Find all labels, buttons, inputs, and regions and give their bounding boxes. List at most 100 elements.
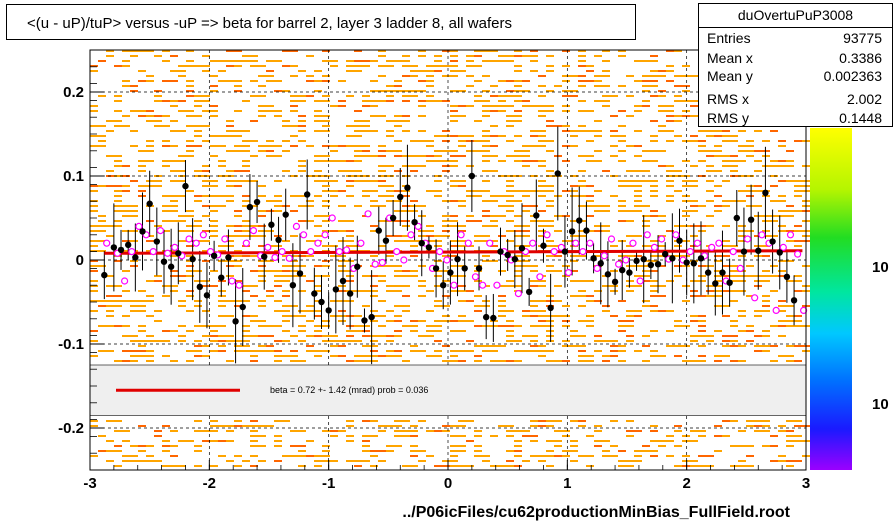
heatmap-cell <box>754 315 762 317</box>
heatmap-cell <box>322 120 330 122</box>
heatmap-cell <box>90 270 98 272</box>
heatmap-cell <box>706 200 714 202</box>
heatmap-cell <box>618 465 626 467</box>
heatmap-cell <box>322 200 330 202</box>
heatmap-cell <box>498 95 506 97</box>
heatmap-cell <box>290 455 298 457</box>
heatmap-cell <box>394 290 402 292</box>
heatmap-cell <box>234 345 242 347</box>
data-point <box>382 237 390 244</box>
heatmap-cell <box>346 240 354 242</box>
heatmap-cell <box>330 160 338 162</box>
heatmap-cell <box>666 115 674 117</box>
heatmap-cell <box>250 285 258 287</box>
heatmap-cell <box>282 290 290 292</box>
heatmap-cell <box>698 275 706 277</box>
heatmap-cell <box>466 55 474 57</box>
heatmap-cell <box>698 145 706 147</box>
heatmap-cell <box>154 280 162 282</box>
heatmap-cell <box>778 460 786 462</box>
data-point <box>124 241 132 249</box>
data-point-open <box>185 235 193 243</box>
heatmap-cell <box>114 210 122 212</box>
heatmap-cell <box>770 265 778 267</box>
heatmap-cell <box>666 65 674 67</box>
heatmap-cell <box>554 230 562 232</box>
heatmap-cell <box>610 350 618 352</box>
data-point <box>368 313 375 321</box>
heatmap-cell <box>394 60 402 62</box>
data-point <box>167 263 175 270</box>
data-point <box>597 260 604 267</box>
heatmap-cell <box>274 340 282 342</box>
heatmap-cell <box>530 70 538 72</box>
heatmap-cell <box>650 425 658 427</box>
heatmap-cell <box>298 340 306 342</box>
heatmap-cell <box>738 290 746 292</box>
heatmap-cell <box>226 460 234 462</box>
heatmap-cell <box>258 305 266 307</box>
heatmap-cell <box>514 230 522 232</box>
heatmap-cell <box>186 290 194 292</box>
heatmap-cell <box>90 240 98 242</box>
heatmap-cell <box>122 290 130 292</box>
heatmap-cell <box>186 125 194 127</box>
heatmap-cell <box>138 170 146 172</box>
heatmap-cell <box>722 165 730 167</box>
heatmap-cell <box>154 225 162 227</box>
heatmap-cell <box>602 75 610 77</box>
heatmap-cell <box>786 460 794 462</box>
heatmap-cell <box>634 430 642 432</box>
heatmap-cell <box>490 170 498 172</box>
data-point-open <box>579 248 587 256</box>
heatmap-cell <box>546 55 554 57</box>
heatmap-cell <box>506 210 514 212</box>
heatmap-cell <box>322 145 330 147</box>
heatmap-cell <box>730 170 738 172</box>
heatmap-cell <box>162 100 170 102</box>
heatmap-cell <box>314 225 322 227</box>
data-point <box>690 260 698 267</box>
heatmap-cell <box>306 75 314 77</box>
heatmap-cell <box>402 275 410 277</box>
heatmap-cell <box>602 105 610 107</box>
heatmap-cell <box>386 190 394 192</box>
heatmap-cell <box>202 430 210 432</box>
heatmap-cell <box>730 265 738 267</box>
heatmap-cell <box>282 355 290 357</box>
heatmap-cell <box>666 80 674 82</box>
heatmap-cell <box>362 155 370 157</box>
heatmap-cell <box>778 165 786 167</box>
heatmap-cell <box>106 350 114 352</box>
heatmap-cell <box>682 360 690 362</box>
heatmap-cell <box>130 355 138 357</box>
data-point-open <box>658 235 666 243</box>
data-point-open <box>407 231 415 239</box>
heatmap-cell <box>322 75 330 77</box>
heatmap-cell <box>538 190 546 192</box>
heatmap-cell <box>778 430 786 432</box>
heatmap-cell <box>394 235 402 237</box>
heatmap-cell <box>178 180 186 182</box>
heatmap-cell <box>506 335 514 337</box>
heatmap-cell <box>498 360 506 362</box>
heatmap-cell <box>538 145 546 147</box>
heatmap-cell <box>506 320 514 322</box>
heatmap-cell <box>506 205 514 207</box>
heatmap-cell <box>554 85 562 87</box>
heatmap-cell <box>650 310 658 312</box>
heatmap-cell <box>698 435 706 437</box>
heatmap-cell <box>274 195 282 197</box>
heatmap-cell <box>730 320 738 322</box>
heatmap-cell <box>250 295 258 297</box>
heatmap-cell <box>586 160 594 162</box>
heatmap-cell <box>778 320 786 322</box>
heatmap-cell <box>362 335 370 337</box>
heatmap-cell <box>714 260 722 262</box>
heatmap-cell <box>602 210 610 212</box>
heatmap-cell <box>442 425 450 427</box>
data-point-open <box>600 252 608 260</box>
heatmap-cell <box>514 120 522 122</box>
stat-value: 0.002363 <box>823 68 882 84</box>
heatmap-cell <box>474 95 482 97</box>
